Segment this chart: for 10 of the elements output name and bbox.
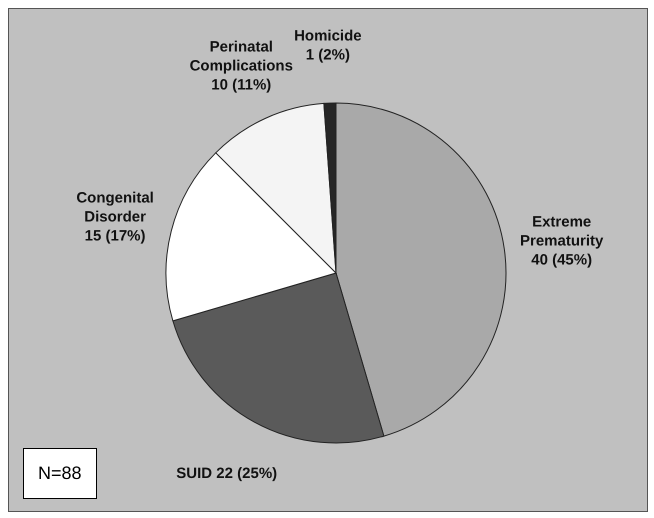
slice-label: Extreme Prematurity bbox=[520, 213, 604, 250]
slice-label: SUID 22 (25%) bbox=[176, 464, 278, 482]
slice-label: Homicide bbox=[294, 27, 362, 44]
data-label: 1 (2%) bbox=[306, 46, 350, 64]
text: N=88 bbox=[23, 448, 97, 499]
slice-label: Perinatal Complications bbox=[190, 38, 293, 74]
slice-label: Congenital Disorder bbox=[76, 189, 154, 226]
data-label: 40 (45%) bbox=[531, 251, 592, 268]
data-label: 15 (17%) bbox=[84, 227, 146, 244]
data-label: 10 (11%) bbox=[211, 76, 272, 94]
